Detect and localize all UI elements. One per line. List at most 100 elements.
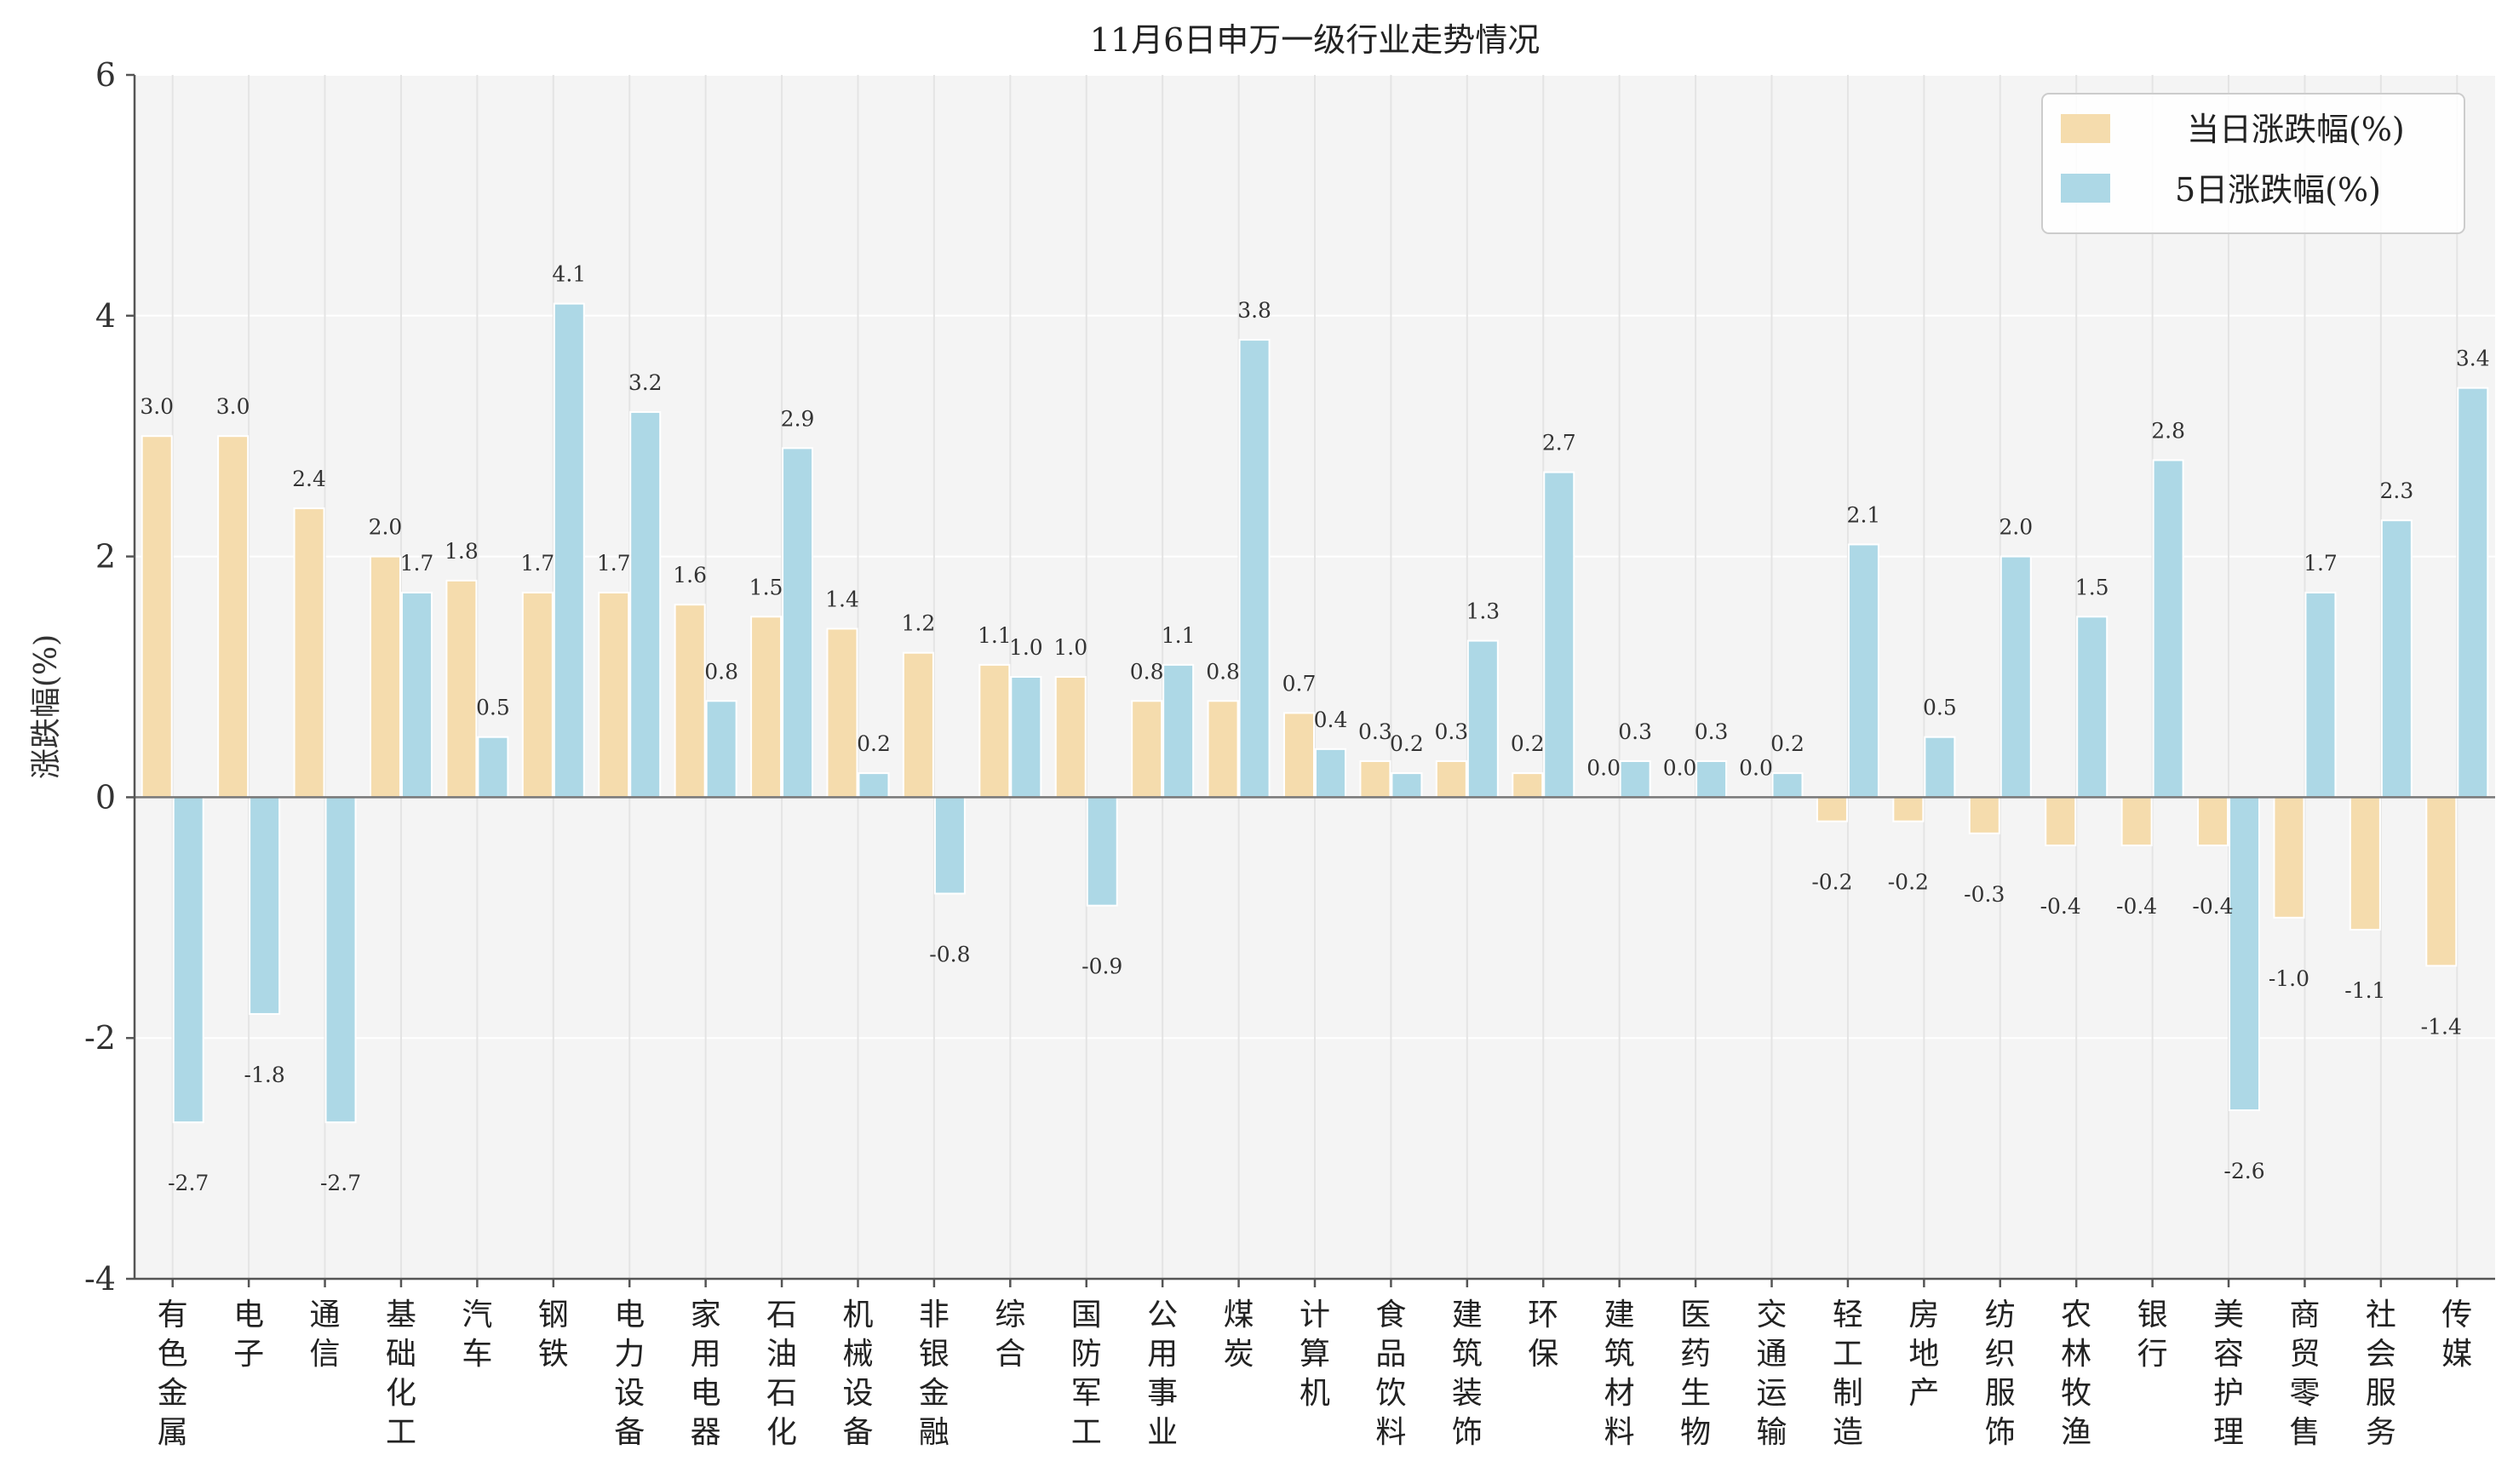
bar-5day <box>782 447 814 799</box>
bar-5day <box>705 700 737 799</box>
bar-daily <box>1283 712 1315 799</box>
value-label-daily: -1.4 <box>2421 1014 2462 1039</box>
value-label-daily: 1.0 <box>1053 635 1087 660</box>
y-tick-label: -2 <box>84 1019 116 1057</box>
category-label: 有色金属 <box>158 1298 188 1450</box>
bar-daily <box>1968 796 2000 834</box>
bar-daily <box>2197 796 2229 846</box>
value-label-5day: 2.1 <box>1847 502 1881 527</box>
category-label: 电力设备 <box>614 1298 645 1450</box>
bar-5day <box>1847 543 1879 799</box>
value-label-5day: 1.5 <box>2075 575 2109 599</box>
bar-5day <box>249 796 281 1015</box>
legend-box <box>2041 93 2465 234</box>
value-label-5day: 0.5 <box>476 696 510 720</box>
bar-5day <box>1466 639 1499 799</box>
legend-swatch-daily <box>2061 114 2110 143</box>
bar-daily <box>826 627 858 799</box>
value-label-daily: -0.2 <box>1888 870 1929 895</box>
bar-daily <box>1054 676 1087 799</box>
bar-daily <box>2349 796 2381 931</box>
bar-daily <box>2273 796 2305 919</box>
value-label-5day: 0.2 <box>857 731 891 756</box>
bar-5day <box>2152 459 2184 799</box>
category-label: 国防军工 <box>1071 1298 1102 1450</box>
value-label-daily: 1.7 <box>520 551 554 576</box>
value-label-5day: 0.3 <box>1695 719 1729 744</box>
value-label-5day: 0.3 <box>1618 719 1652 744</box>
value-label-5day: 2.7 <box>1542 431 1576 456</box>
value-label-5day: 0.5 <box>1923 696 1957 720</box>
bar-daily <box>1512 772 1544 799</box>
bar-daily <box>445 579 478 799</box>
value-label-daily: 1.6 <box>673 563 707 587</box>
bar-daily <box>521 592 554 799</box>
bar-5day <box>1315 748 1346 799</box>
value-label-5day: 2.0 <box>1999 515 2033 540</box>
bar-daily <box>1207 700 1239 799</box>
bar-5day <box>933 796 966 895</box>
category-label: 电子 <box>233 1298 264 1372</box>
category-label: 计算机 <box>1300 1298 1330 1411</box>
value-label-5day: 0.8 <box>704 659 738 684</box>
bar-5day <box>1010 676 1042 799</box>
bar-5day <box>2304 592 2337 799</box>
value-label-5day: -0.8 <box>929 943 970 967</box>
category-label: 房地产 <box>1908 1298 1939 1411</box>
bar-5day <box>1391 772 1423 799</box>
category-label: 非银金融 <box>919 1298 950 1450</box>
category-label: 传媒 <box>2441 1298 2472 1372</box>
value-label-daily: 0.3 <box>1434 719 1468 744</box>
value-label-daily: 1.1 <box>978 623 1012 648</box>
bar-5day <box>1162 663 1195 799</box>
bar-5day <box>477 736 509 799</box>
bar-daily <box>750 616 783 799</box>
category-label: 家用电器 <box>691 1298 721 1450</box>
category-label: 环保 <box>1528 1298 1558 1372</box>
value-label-5day: 0.2 <box>1770 731 1804 756</box>
category-label: 综合 <box>995 1298 1025 1372</box>
bar-5day <box>553 302 585 799</box>
bar-daily <box>598 592 630 799</box>
bar-5day <box>2380 519 2413 799</box>
value-label-daily: 0.3 <box>1358 719 1392 744</box>
category-label: 煤炭 <box>1224 1298 1254 1372</box>
category-label: 食品饮料 <box>1375 1298 1406 1450</box>
value-label-daily: 0.7 <box>1282 671 1317 696</box>
value-label-5day: 1.1 <box>1162 623 1196 648</box>
value-label-daily: -0.4 <box>2192 894 2233 919</box>
y-tick-label: 4 <box>95 297 116 335</box>
category-label: 机械设备 <box>842 1298 873 1450</box>
value-label-5day: 4.1 <box>552 262 586 287</box>
value-label-daily: -0.4 <box>2040 894 2081 919</box>
value-label-daily: 1.2 <box>902 611 936 636</box>
y-tick-label: 6 <box>95 56 116 94</box>
value-label-daily: 0.2 <box>1511 731 1545 756</box>
value-label-daily: -0.3 <box>1964 882 2005 907</box>
bar-5day <box>172 796 204 1124</box>
bar-daily <box>1131 700 1163 799</box>
value-label-daily: 1.4 <box>825 587 859 611</box>
value-label-5day: -2.7 <box>168 1171 209 1195</box>
y-tick-label: 2 <box>95 538 116 576</box>
value-label-5day: 3.4 <box>2456 347 2490 371</box>
category-label: 通信 <box>310 1298 341 1372</box>
bar-daily <box>2120 796 2153 846</box>
value-labels: 3.0 -2.7 3.0 -1.8 2.4 -2.7 2.0 1.7 1.8 0.5 1.7 4.1 1… <box>140 262 2489 1196</box>
bar-5day <box>1924 736 1956 799</box>
value-label-5day: 3.8 <box>1237 298 1271 323</box>
value-label-5day: 1.3 <box>1466 599 1500 624</box>
value-label-5day: 2.3 <box>2379 478 2413 503</box>
bar-daily <box>1892 796 1925 822</box>
category-label: 交通运输 <box>1757 1298 1787 1450</box>
category-label: 商贸零售 <box>2289 1298 2320 1450</box>
bar-daily <box>902 651 934 799</box>
value-label-daily: 0.0 <box>1586 755 1621 780</box>
category-label: 医药生物 <box>1680 1298 1711 1450</box>
value-label-daily: 1.7 <box>597 551 631 576</box>
bar-5day <box>2076 616 2109 799</box>
category-label: 纺织服饰 <box>1985 1298 2016 1450</box>
y-tick-label: 0 <box>95 778 116 816</box>
